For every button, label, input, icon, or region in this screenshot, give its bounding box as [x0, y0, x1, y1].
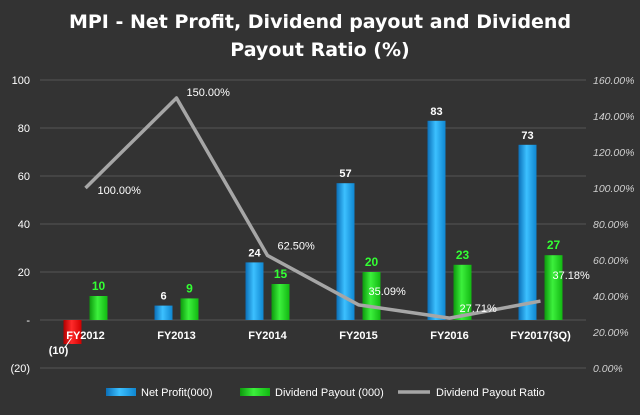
payout-ratio-data-label: 150.00%: [187, 87, 231, 99]
y-left-tick-label: 40: [18, 219, 30, 231]
net-profit-bar: [336, 183, 355, 320]
legend-label-dividend-payout: Dividend Payout (000): [275, 387, 384, 399]
x-category-label: FY2017(3Q): [510, 330, 571, 342]
y-right-tick-label: 120.00%: [593, 147, 634, 159]
y-right-tick-label: 0.00%: [593, 363, 623, 375]
net-profit-bar: [154, 305, 173, 320]
dividend-payout-bar: [544, 255, 563, 320]
y-left-tick-label: -: [26, 315, 30, 327]
x-category-label: FY2015: [339, 330, 378, 342]
y-right-tick-label: 140.00%: [593, 111, 634, 123]
net-profit-data-label: (10): [49, 345, 69, 357]
y-left-tick-label: 60: [18, 171, 30, 183]
legend-label-payout-ratio: Dividend Payout Ratio: [436, 387, 545, 399]
payout-ratio-data-label: 37.18%: [553, 270, 591, 282]
net-profit-data-label: 6: [160, 291, 166, 303]
net-profit-data-label: 73: [521, 130, 533, 142]
x-category-label: FY2016: [430, 330, 469, 342]
net-profit-bar: [427, 120, 446, 320]
chart-title-line-1: MPI - Net Profit, Dividend payout and Di…: [68, 11, 572, 33]
dividend-payout-bar: [271, 284, 290, 320]
payout-ratio-data-label: 62.50%: [278, 241, 316, 253]
y-right-tick-label: 160.00%: [593, 75, 634, 87]
payout-ratio-data-label: 100.00%: [98, 185, 142, 197]
payout-ratio-data-label: 27.71%: [460, 303, 498, 315]
dividend-payout-data-label: 9: [186, 281, 193, 295]
y-right-tick-label: 80.00%: [593, 219, 629, 231]
dividend-payout-bar: [180, 298, 199, 320]
x-category-label: FY2014: [248, 330, 287, 342]
y-left-tick-label: 100: [12, 75, 30, 87]
payout-ratio-data-label: 35.09%: [369, 286, 407, 298]
dividend-payout-data-label: 10: [92, 279, 106, 293]
y-right-tick-label: 100.00%: [593, 183, 634, 195]
chart-title-line-2: Payout Ratio (%): [230, 39, 410, 61]
y-right-tick-label: 60.00%: [593, 255, 629, 267]
y-left-tick-label: 20: [18, 267, 30, 279]
dividend-payout-data-label: 27: [547, 238, 561, 252]
y-left-tick-label: (20): [10, 363, 30, 375]
y-left-tick-label: 80: [18, 123, 30, 135]
y-right-tick-label: 40.00%: [593, 291, 629, 303]
x-category-label: FY2012: [66, 330, 105, 342]
dividend-payout-bar: [89, 296, 108, 320]
payout-ratio-line: [84, 96, 541, 320]
dividend-payout-bar: [453, 264, 472, 320]
y-right-tick-label: 20.00%: [592, 327, 629, 339]
dividend-payout-data-label: 15: [274, 267, 288, 281]
net-profit-bar: [245, 262, 264, 320]
legend-swatch-net-profit: [106, 388, 136, 396]
net-profit-bar: [63, 320, 82, 344]
x-category-label: FY2013: [157, 330, 196, 342]
dividend-payout-data-label: 20: [365, 255, 379, 269]
net-profit-data-label: 83: [430, 106, 442, 118]
legend-label-net-profit: Net Profit(000): [141, 387, 213, 399]
net-profit-data-label: 57: [339, 168, 351, 180]
legend-swatch-dividend-payout: [240, 388, 270, 396]
net-profit-leader-line: [64, 337, 72, 349]
dividend-payout-data-label: 23: [456, 248, 470, 262]
net-profit-data-label: 24: [248, 247, 261, 259]
net-profit-bar: [518, 144, 537, 320]
